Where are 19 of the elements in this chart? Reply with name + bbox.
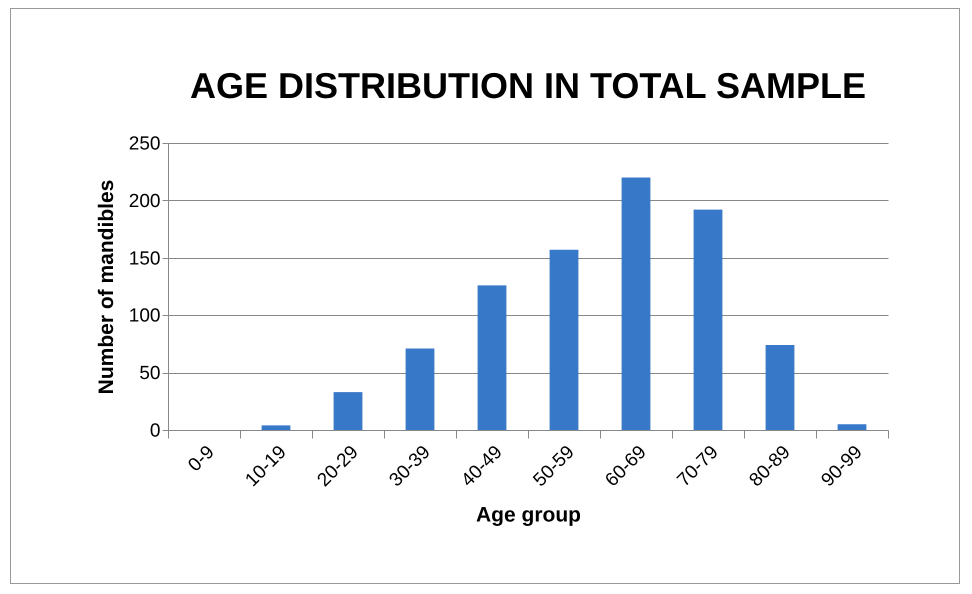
bar <box>334 392 362 430</box>
y-tick-label: 200 <box>128 190 160 212</box>
x-tick-label: 0-9 <box>184 442 219 476</box>
bar <box>766 345 794 430</box>
bar <box>694 210 722 430</box>
bar <box>622 177 650 430</box>
y-tick-label: 50 <box>139 363 160 384</box>
y-tick-label: 150 <box>128 248 160 270</box>
x-axis-title: Age group <box>476 503 581 526</box>
y-tick-label: 100 <box>128 306 160 327</box>
bar <box>550 250 578 430</box>
y-tick-label: 0 <box>150 420 160 442</box>
bar <box>838 424 866 430</box>
bar <box>478 285 506 430</box>
chart-title: AGE DISTRIBUTION IN TOTAL SAMPLE <box>190 65 866 106</box>
y-tick-label: 250 <box>128 134 160 154</box>
bar <box>406 348 434 430</box>
y-axis-title: Number of mandibles <box>94 180 118 394</box>
bar <box>262 425 290 430</box>
